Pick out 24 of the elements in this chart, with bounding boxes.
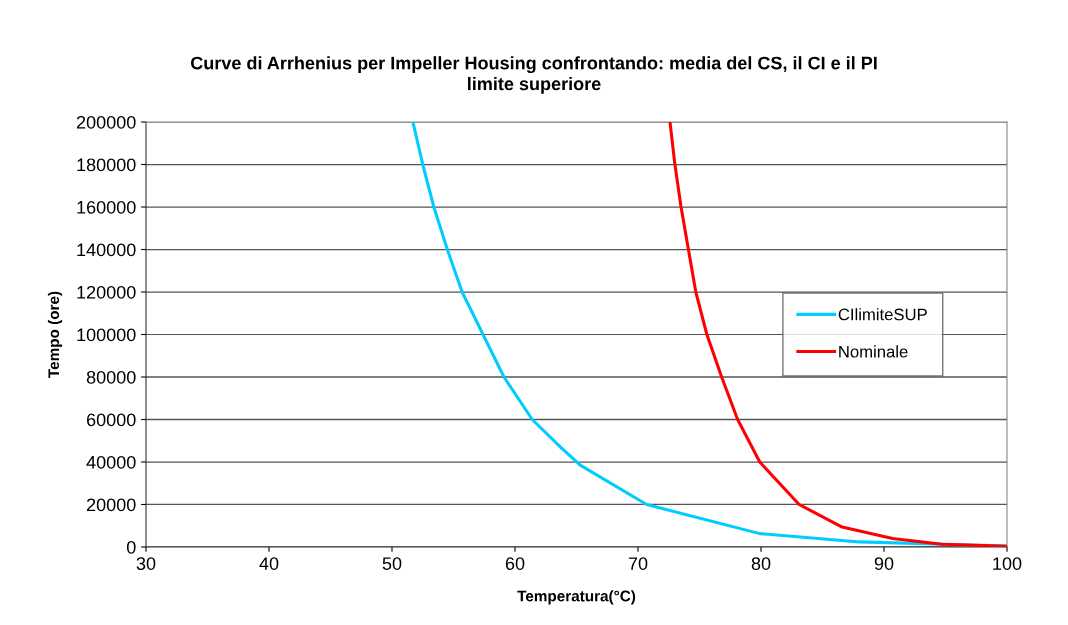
- chart-title: Curve di Arrhenius per Impeller Housing confrontando: media del CS, il CI e il PI limite superiore: [190, 56, 877, 94]
- x-tick-label: 80: [751, 557, 771, 570]
- legend-label: Nominale: [839, 345, 908, 358]
- y-axis-title: Tempo (ore): [47, 291, 63, 378]
- y-tick-label: 0: [126, 540, 136, 554]
- y-tick-label: 40000: [86, 455, 136, 469]
- y-tick-label: 180000: [77, 158, 136, 172]
- y-tick-label: 200000: [76, 115, 136, 129]
- legend-label: CIlimiteSUP: [838, 308, 927, 321]
- x-tick-label: 40: [259, 557, 279, 570]
- x-tick-label: 50: [382, 557, 402, 570]
- x-tick-label: 70: [628, 557, 648, 570]
- x-tick-label: 90: [874, 557, 894, 570]
- y-tick-label: 20000: [86, 498, 136, 512]
- y-tick-label: 160000: [77, 200, 136, 214]
- y-tick-label: 140000: [77, 243, 136, 257]
- y-tick-label: 100000: [77, 328, 136, 342]
- x-tick-label: 60: [505, 557, 525, 570]
- x-tick-label: 30: [136, 557, 156, 570]
- x-axis-title: Temperatura(°C): [517, 590, 636, 605]
- y-tick-label: 80000: [86, 370, 136, 384]
- y-tick-label: 60000: [86, 413, 136, 427]
- x-tick-label: 100: [993, 557, 1022, 570]
- y-tick-label: 120000: [77, 285, 136, 299]
